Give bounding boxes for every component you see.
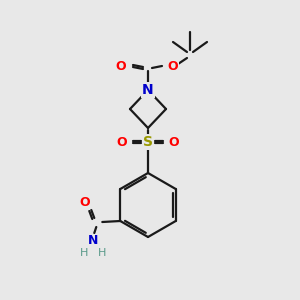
Text: O: O [117, 136, 127, 148]
Text: O: O [169, 136, 179, 148]
Text: H: H [98, 248, 106, 258]
Text: H: H [80, 248, 88, 258]
Text: O: O [168, 59, 178, 73]
Text: O: O [79, 196, 90, 209]
Text: O: O [116, 59, 126, 73]
Text: N: N [142, 83, 154, 97]
Text: N: N [88, 235, 98, 248]
Text: S: S [143, 135, 153, 149]
